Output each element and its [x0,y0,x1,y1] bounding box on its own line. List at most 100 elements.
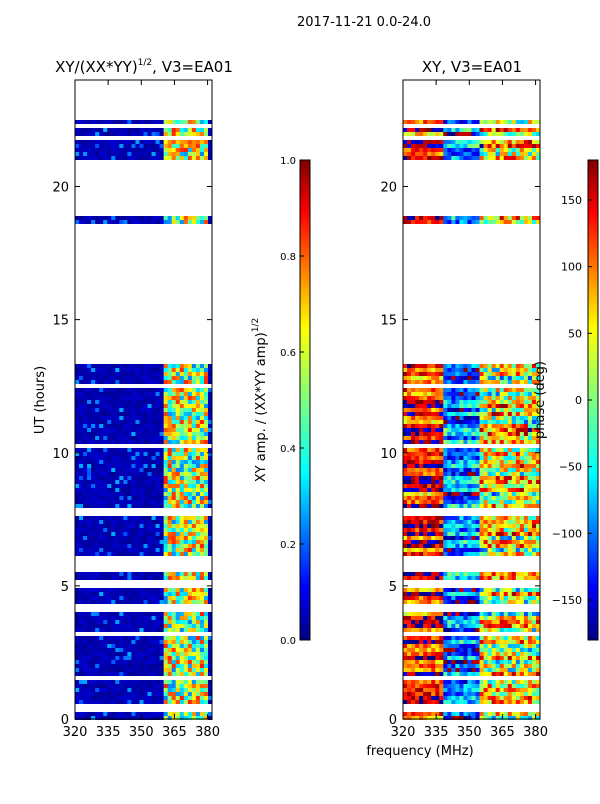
phase-cell [508,532,512,536]
amplitude-cell [160,416,164,420]
phase-cell [484,408,488,412]
phase-cell [476,520,480,524]
phase-cell [520,544,524,548]
phase-cell [407,440,411,444]
amplitude-cell [123,140,127,144]
phase-cell [476,148,480,152]
amplitude-cell [156,640,160,644]
phase-cell [411,500,415,504]
amplitude-cell [103,680,107,684]
amplitude-cell [123,148,127,152]
amplitude-cell [172,660,176,664]
phase-cell [520,428,524,432]
amplitude-cell [204,216,208,220]
phase-cell [532,148,536,152]
amplitude-cell [131,576,135,580]
phase-cell [419,448,423,452]
amplitude-cell [91,440,95,444]
phase-cell [528,548,532,552]
amplitude-cell [75,484,79,488]
phase-cell [472,504,476,508]
phase-cell [484,432,488,436]
phase-cell [459,432,463,436]
amplitude-cell [107,504,111,508]
phase-cell [451,540,455,544]
amplitude-cell [168,408,172,412]
amplitude-cell [144,636,148,640]
phase-cell [459,480,463,484]
amplitude-cell [135,468,139,472]
phase-cell [455,436,459,440]
phase-cell [488,496,492,500]
amplitude-cell [152,428,156,432]
amplitude-cell [127,484,131,488]
amplitude-cell [91,460,95,464]
amplitude-cell [200,436,204,440]
phase-cell [512,588,516,592]
phase-cell [407,464,411,468]
phase-cell [447,428,451,432]
amplitude-cell [144,600,148,604]
phase-cell [415,572,419,576]
amplitude-cell [139,140,143,144]
amplitude-cell [188,636,192,640]
phase-cell [443,476,447,480]
phase-cell [435,412,439,416]
phase-cell [476,460,480,464]
phase-cell [455,484,459,488]
phase-cell [439,596,443,600]
amplitude-cell [200,148,204,152]
amplitude-cell [148,148,152,152]
amplitude-cell [200,460,204,464]
amplitude-cell [156,644,160,648]
phase-cell [455,120,459,124]
amplitude-cell [168,688,172,692]
phase-cell [403,132,407,136]
amplitude-cell [75,640,79,644]
phase-cell [480,220,484,224]
amplitude-cell [91,696,95,700]
phase-cell [484,548,488,552]
amplitude-cell [184,148,188,152]
phase-cell [443,376,447,380]
amplitude-cell [176,660,180,664]
amplitude-cell [196,380,200,384]
phase-cell [435,156,439,160]
amplitude-cell [135,428,139,432]
phase-cell [455,552,459,556]
amplitude-cell [139,436,143,440]
amplitude-cell [172,652,176,656]
amplitude-cell [192,436,196,440]
amplitude-cell [79,484,83,488]
phase-cell [435,480,439,484]
amplitude-cell [184,668,188,672]
phase-cell [528,152,532,156]
amplitude-cell [156,688,160,692]
phase-cell [419,472,423,476]
amplitude-cell [144,372,148,376]
phase-cell [500,220,504,224]
phase-cell [439,148,443,152]
amplitude-cell [164,684,168,688]
amplitude-cell [127,664,131,668]
amplitude-cell [75,588,79,592]
phase-cell [403,484,407,488]
amplitude-cell [91,368,95,372]
phase-cell [467,536,471,540]
phase-cell [431,404,435,408]
phase-cell [520,468,524,472]
amplitude-cell [184,396,188,400]
amplitude-cell [184,472,188,476]
phase-cell [480,448,484,452]
amplitude-cell [99,672,103,676]
phase-cell [524,368,528,372]
phase-cell [407,480,411,484]
amplitude-cell [95,148,99,152]
amplitude-cell [79,220,83,224]
amplitude-cell [103,460,107,464]
phase-cell [443,460,447,464]
amplitude-cell [164,416,168,420]
amplitude-cell [172,664,176,668]
phase-cell [472,148,476,152]
amplitude-cell [188,468,192,472]
